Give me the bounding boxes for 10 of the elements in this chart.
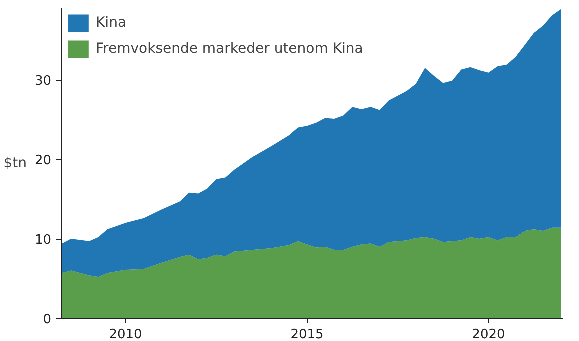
y-tick-label: 10 xyxy=(34,233,52,248)
x-tick-label: 2010 xyxy=(109,328,142,341)
legend-label: Fremvoksende markeder utenom Kina xyxy=(96,41,364,57)
x-tick-label: 2015 xyxy=(290,328,324,341)
y-axis-title: $tn xyxy=(4,156,27,172)
legend-label: Kina xyxy=(96,15,127,31)
x-tick-label: 2020 xyxy=(472,328,506,341)
y-tick-label: 30 xyxy=(34,74,52,90)
y-tick-label: 0 xyxy=(43,312,52,328)
y-tick-label: 20 xyxy=(34,154,52,169)
